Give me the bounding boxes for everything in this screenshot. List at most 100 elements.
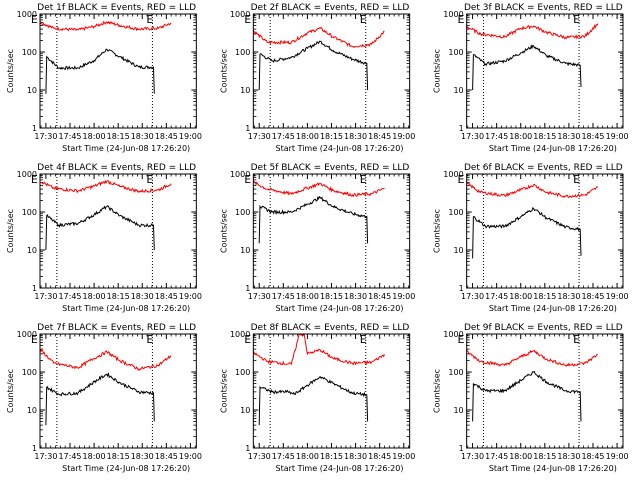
y-axis-label: Counts/sec: [6, 49, 15, 93]
y-axis-label: Counts/sec: [433, 49, 442, 93]
lld-series-line: [40, 347, 172, 371]
x-tick-label: 18:30: [344, 292, 367, 301]
x-tick-label: 18:45: [368, 132, 391, 141]
panel-title: Det 4f BLACK = Events, RED = LLD: [37, 163, 196, 173]
y-tick-label: 10: [27, 86, 37, 95]
y-tick-label: 1000: [230, 330, 250, 339]
y-tick-label: 1: [459, 444, 464, 453]
x-tick-label: 18:30: [557, 452, 580, 461]
panel-det-4: Det 4f BLACK = Events, RED = LLD Counts/s…: [6, 163, 202, 313]
x-tick-label: 17:30: [248, 132, 271, 141]
x-tick-label: 18:45: [581, 452, 604, 461]
x-axis-label: Start Time (24-Jun-08 17:26:20): [489, 144, 617, 153]
x-tick-label: 18:30: [344, 452, 367, 461]
events-series-line: [258, 40, 369, 91]
x-tick-label: 18:00: [83, 452, 106, 461]
x-tick-label: 17:45: [485, 452, 508, 461]
y-tick-label: 1000: [230, 170, 250, 179]
x-tick-label: 19:00: [179, 292, 202, 301]
panel-det-7: Det 7f BLACK = Events, RED = LLD Counts/s…: [6, 323, 202, 473]
events-series-line: [258, 376, 369, 426]
x-tick-label: 18:00: [509, 292, 532, 301]
x-tick-label: 18:00: [509, 452, 532, 461]
x-tick-label: 18:30: [557, 292, 580, 301]
x-tick-label: 18:15: [320, 452, 343, 461]
x-axis-label: Start Time (24-Jun-08 17:26:20): [275, 304, 403, 313]
x-tick-label: 18:00: [296, 132, 319, 141]
x-tick-label: 17:30: [248, 452, 271, 461]
x-tick-label: 18:00: [296, 452, 319, 461]
x-tick-label: 18:45: [581, 292, 604, 301]
x-tick-label: 18:15: [107, 292, 130, 301]
y-tick-label: 100: [448, 48, 463, 57]
y-tick-label: 10: [453, 406, 463, 415]
x-tick-label: 18:45: [155, 292, 178, 301]
x-tick-label: 18:45: [581, 132, 604, 141]
panel-title: Det 1f BLACK = Events, RED = LLD: [37, 3, 196, 13]
y-tick-label: 1000: [17, 330, 37, 339]
lld-series-line: [253, 334, 385, 366]
panel-title: Det 3f BLACK = Events, RED = LLD: [464, 3, 623, 13]
y-tick-label: 10: [240, 406, 250, 415]
event-marker-label: E: [458, 333, 465, 346]
x-tick-label: 17:30: [461, 132, 484, 141]
x-tick-label: 18:00: [83, 132, 106, 141]
lld-series-line: [466, 181, 599, 199]
event-marker-label: E: [146, 173, 153, 186]
x-axis-label: Start Time (24-Jun-08 17:26:20): [62, 304, 190, 313]
x-axis-label: Start Time (24-Jun-08 17:26:20): [489, 304, 617, 313]
x-tick-label: 19:00: [392, 292, 415, 301]
x-tick-label: 18:30: [131, 452, 154, 461]
panel-title: Det 7f BLACK = Events, RED = LLD: [37, 323, 196, 333]
event-marker-label: E: [360, 173, 367, 186]
y-tick-label: 1: [245, 444, 250, 453]
panel-det-9: Det 9f BLACK = Events, RED = LLD Counts/s…: [433, 323, 629, 473]
x-tick-label: 18:15: [533, 292, 556, 301]
x-tick-label: 18:15: [107, 452, 130, 461]
x-tick-label: 18:00: [83, 292, 106, 301]
event-marker-label: E: [31, 173, 38, 186]
x-tick-label: 17:30: [34, 292, 57, 301]
y-tick-label: 1000: [443, 330, 463, 339]
x-tick-label: 19:00: [606, 132, 629, 141]
event-marker-label: E: [458, 13, 465, 26]
y-tick-label: 10: [240, 246, 250, 255]
y-axis-label: Counts/sec: [6, 209, 15, 253]
y-axis-label: Counts/sec: [6, 369, 15, 413]
plot-frame: [466, 13, 624, 129]
event-marker-label: E: [573, 173, 580, 186]
plot-frame: [39, 13, 197, 129]
plot-frame: [39, 173, 197, 289]
x-tick-label: 19:00: [606, 292, 629, 301]
plot-frame: [252, 173, 411, 289]
x-tick-label: 18:45: [368, 292, 391, 301]
event-marker-label: E: [360, 13, 367, 26]
x-tick-label: 18:30: [131, 132, 154, 141]
x-tick-label: 17:45: [58, 132, 81, 141]
panel-det-1: Det 1f BLACK = Events, RED = LLD Counts/s…: [6, 3, 202, 153]
x-tick-label: 17:45: [58, 292, 81, 301]
x-tick-label: 17:45: [485, 132, 508, 141]
event-marker-label: E: [573, 13, 580, 26]
y-tick-label: 10: [27, 406, 37, 415]
x-axis-label: Start Time (24-Jun-08 17:26:20): [275, 144, 403, 153]
x-tick-label: 19:00: [606, 452, 629, 461]
y-tick-label: 100: [448, 208, 463, 217]
x-tick-label: 18:45: [368, 452, 391, 461]
plot-frame: [466, 333, 624, 449]
x-tick-label: 17:30: [34, 452, 57, 461]
events-series-line: [45, 48, 155, 94]
x-tick-label: 18:45: [155, 132, 178, 141]
panel-title: Det 6f BLACK = Events, RED = LLD: [464, 163, 623, 173]
lld-series-line: [40, 179, 172, 194]
events-series-line: [258, 195, 369, 244]
lld-series-line: [253, 180, 385, 198]
events-series-line: [472, 44, 582, 91]
x-tick-label: 18:15: [533, 452, 556, 461]
lld-series-line: [466, 349, 598, 367]
y-tick-label: 1: [245, 124, 250, 133]
x-tick-label: 17:30: [248, 292, 271, 301]
event-marker-label: E: [244, 173, 251, 186]
y-tick-label: 1: [32, 124, 37, 133]
